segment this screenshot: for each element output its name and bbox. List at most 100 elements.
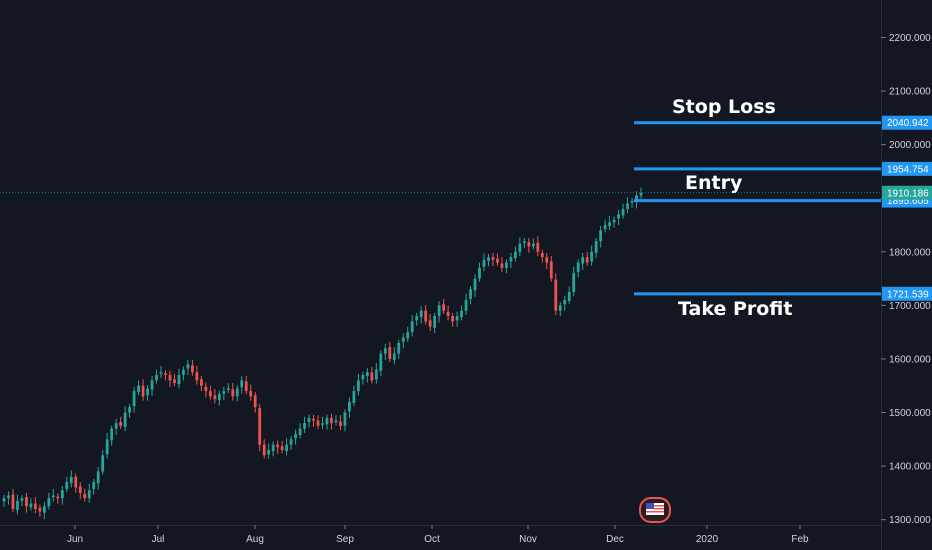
- candle: [303, 416, 306, 433]
- candle: [451, 312, 454, 327]
- candle-body: [56, 496, 60, 499]
- candle: [213, 388, 217, 404]
- candle-body: [505, 262, 508, 268]
- candle: [518, 237, 522, 257]
- candle: [455, 311, 459, 327]
- last-price-badge: [882, 185, 932, 200]
- take-profit-label: Take Profit: [678, 298, 792, 320]
- x-tick-label: Aug: [246, 534, 264, 545]
- candle: [16, 494, 19, 515]
- x-tick-label: Nov: [519, 534, 537, 545]
- candle: [128, 403, 131, 418]
- candle-body: [522, 241, 526, 243]
- candle-body: [536, 242, 540, 252]
- candle: [289, 436, 293, 450]
- candle: [321, 416, 324, 430]
- x-tick-label: Sep: [336, 534, 354, 545]
- candle-body: [500, 263, 504, 268]
- candle-body: [29, 503, 33, 508]
- candle-body: [581, 257, 585, 264]
- y-tick-label: 1800.000: [889, 247, 931, 258]
- candle: [285, 438, 289, 456]
- candle-body: [639, 192, 643, 196]
- candle: [141, 379, 145, 401]
- candle-body: [235, 388, 239, 397]
- candle: [298, 423, 302, 439]
- candle: [473, 274, 477, 297]
- candle-body: [2, 498, 6, 502]
- candle-body: [96, 471, 100, 484]
- candle: [630, 197, 634, 208]
- candle: [307, 414, 311, 428]
- candle-body: [455, 316, 459, 321]
- candle: [258, 403, 262, 452]
- candle-body: [132, 391, 136, 407]
- candle-body: [195, 372, 199, 381]
- candle: [25, 492, 28, 513]
- candle: [155, 369, 158, 384]
- candle-body: [38, 507, 42, 512]
- candle-body: [249, 391, 253, 397]
- candle-body: [325, 417, 329, 425]
- candle-body: [289, 439, 293, 445]
- candle-body: [608, 222, 611, 227]
- candle-body: [164, 373, 167, 375]
- level-badge: [882, 161, 932, 176]
- candle: [419, 306, 423, 324]
- candle: [527, 237, 531, 253]
- candle-body: [635, 195, 638, 202]
- candle-body: [406, 332, 410, 339]
- candle-body: [276, 444, 280, 448]
- candle-body: [352, 391, 356, 403]
- y-tick-label: 2100.000: [889, 87, 931, 98]
- levels-layer: [634, 121, 881, 296]
- candle-body: [567, 291, 571, 302]
- candle: [177, 368, 181, 389]
- candle-body: [177, 375, 181, 385]
- candle: [639, 187, 643, 199]
- candle: [379, 350, 383, 377]
- candle-body: [65, 482, 69, 490]
- x-tick-label: Oct: [424, 534, 440, 545]
- candle-body: [60, 490, 64, 499]
- candle: [7, 491, 10, 505]
- candle: [576, 259, 580, 278]
- candle-body: [119, 422, 123, 426]
- candle: [603, 219, 607, 233]
- candle: [11, 489, 15, 513]
- candle-body: [262, 444, 266, 456]
- x-tick-label: Dec: [606, 534, 624, 545]
- candle-body: [491, 257, 495, 260]
- candle: [168, 370, 172, 387]
- price-axis-background[interactable]: [882, 0, 932, 550]
- candle-body: [20, 498, 24, 501]
- candle: [222, 386, 226, 401]
- candle: [581, 252, 585, 270]
- candle-body: [155, 375, 158, 381]
- candle: [119, 416, 123, 430]
- candle: [56, 493, 60, 504]
- candle: [397, 339, 401, 359]
- candle: [509, 252, 513, 268]
- candle: [410, 315, 414, 337]
- candle-body: [374, 369, 378, 380]
- candle: [540, 249, 544, 263]
- candle: [42, 501, 46, 520]
- candle-body: [173, 379, 176, 384]
- candle: [101, 450, 105, 475]
- candle-body: [356, 380, 360, 392]
- candle: [137, 380, 140, 396]
- stop-loss-label: Stop Loss: [672, 96, 776, 118]
- candle-body: [285, 444, 289, 452]
- flag-icon[interactable]: [639, 497, 671, 523]
- y-tick-label: 2200.000: [889, 33, 931, 44]
- candle: [262, 439, 266, 459]
- candle-body: [473, 278, 477, 291]
- candle-body: [105, 439, 109, 455]
- candle-body: [554, 279, 558, 311]
- candle-body: [146, 388, 149, 396]
- candle-body: [383, 348, 387, 354]
- candle-body: [621, 208, 625, 216]
